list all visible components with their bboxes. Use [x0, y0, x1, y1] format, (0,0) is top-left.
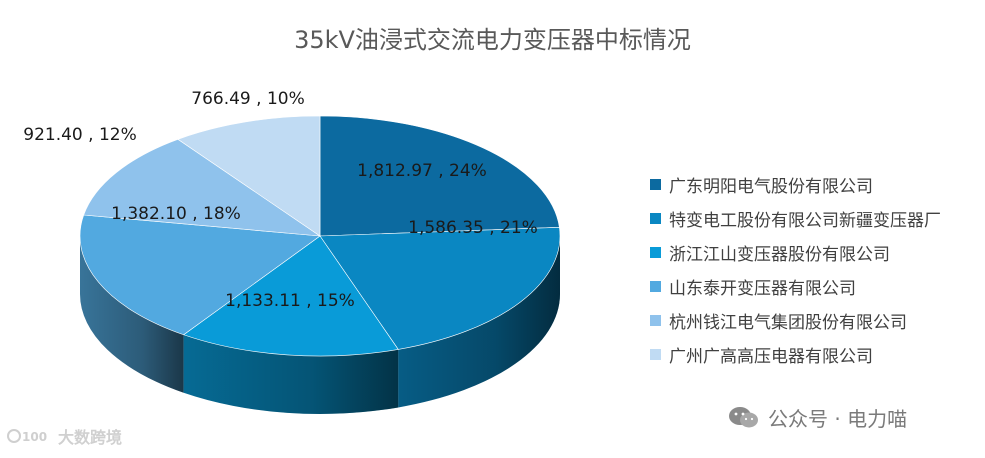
pie-side-shade-3 — [183, 334, 399, 415]
legend-label-5: 杭州钱江电气集团股份有限公司 — [669, 312, 907, 333]
pie-slice-4 — [79, 214, 321, 336]
watermark-logo-icon: 100 — [7, 429, 47, 444]
pie-side-shade-4 — [80, 236, 184, 393]
legend-item-3: 浙江江山变压器股份有限公司 — [650, 235, 941, 269]
legend-label-3: 浙江江山变压器股份有限公司 — [669, 244, 890, 265]
chart-title: 35kV油浸式交流电力变压器中标情况 — [294, 26, 691, 54]
legend-item-1: 广东明阳电气股份有限公司 — [650, 167, 941, 201]
legend-swatch-2 — [650, 212, 661, 224]
legend-swatch-5 — [650, 314, 661, 326]
watermark-left: 100 大数跨境 — [6, 424, 122, 448]
data-label-3: 1,133.11 , 15% — [225, 291, 355, 311]
watermark-right-text: 公众号 · 电力喵 — [768, 407, 908, 431]
pie-slice-1 — [319, 115, 560, 237]
data-label-5: 921.40 , 12% — [23, 125, 136, 145]
pie-slice-5 — [83, 138, 322, 237]
data-label-4: 1,382.10 , 18% — [111, 204, 241, 224]
legend-label-6: 广州广高高压电器有限公司 — [669, 346, 873, 367]
legend-swatch-6 — [650, 348, 661, 360]
data-label-1: 1,812.97 , 24% — [357, 161, 487, 181]
legend-item-4: 山东泰开变压器有限公司 — [650, 269, 941, 303]
wechat-icon — [729, 406, 758, 427]
legend: 广东明阳电气股份有限公司特变电工股份有限公司新疆变压器厂 浙江江山变压器股份有限公… — [650, 167, 941, 371]
legend-label-1: 广东明阳电气股份有限公司 — [669, 176, 873, 197]
pie-side-shade-2 — [398, 236, 560, 408]
legend-label-2: 特变电工股份有限公司新疆变压器厂 — [669, 210, 941, 231]
data-label-6: 766.49 , 10% — [191, 89, 304, 109]
pie-slice-2 — [319, 227, 561, 350]
legend-label-4: 山东泰开变压器有限公司 — [669, 278, 856, 299]
watermark-right: 公众号 · 电力喵 — [728, 403, 907, 432]
pie-sides — [80, 236, 560, 415]
legend-swatch-3 — [650, 246, 661, 258]
legend-item-5: 杭州钱江电气集团股份有限公司 — [650, 303, 941, 337]
svg-text:100: 100 — [22, 430, 47, 444]
data-label-2: 1,586.35 , 21% — [408, 218, 538, 238]
legend-item-6: 广州广高高压电器有限公司 — [650, 337, 941, 371]
watermark-left-text: 大数跨境 — [58, 428, 123, 447]
pie-top — [79, 115, 561, 357]
legend-swatch-1 — [650, 178, 661, 190]
pie-labels: 1,812.97 , 24% 1,586.35 , 21% 1,133.11 , 1… — [23, 89, 538, 311]
pie-slice-6 — [177, 115, 321, 237]
legend-swatch-4 — [650, 280, 661, 292]
pie-slice-3 — [182, 235, 399, 357]
legend-item-2: 特变电工股份有限公司新疆变压器厂 — [650, 201, 941, 235]
